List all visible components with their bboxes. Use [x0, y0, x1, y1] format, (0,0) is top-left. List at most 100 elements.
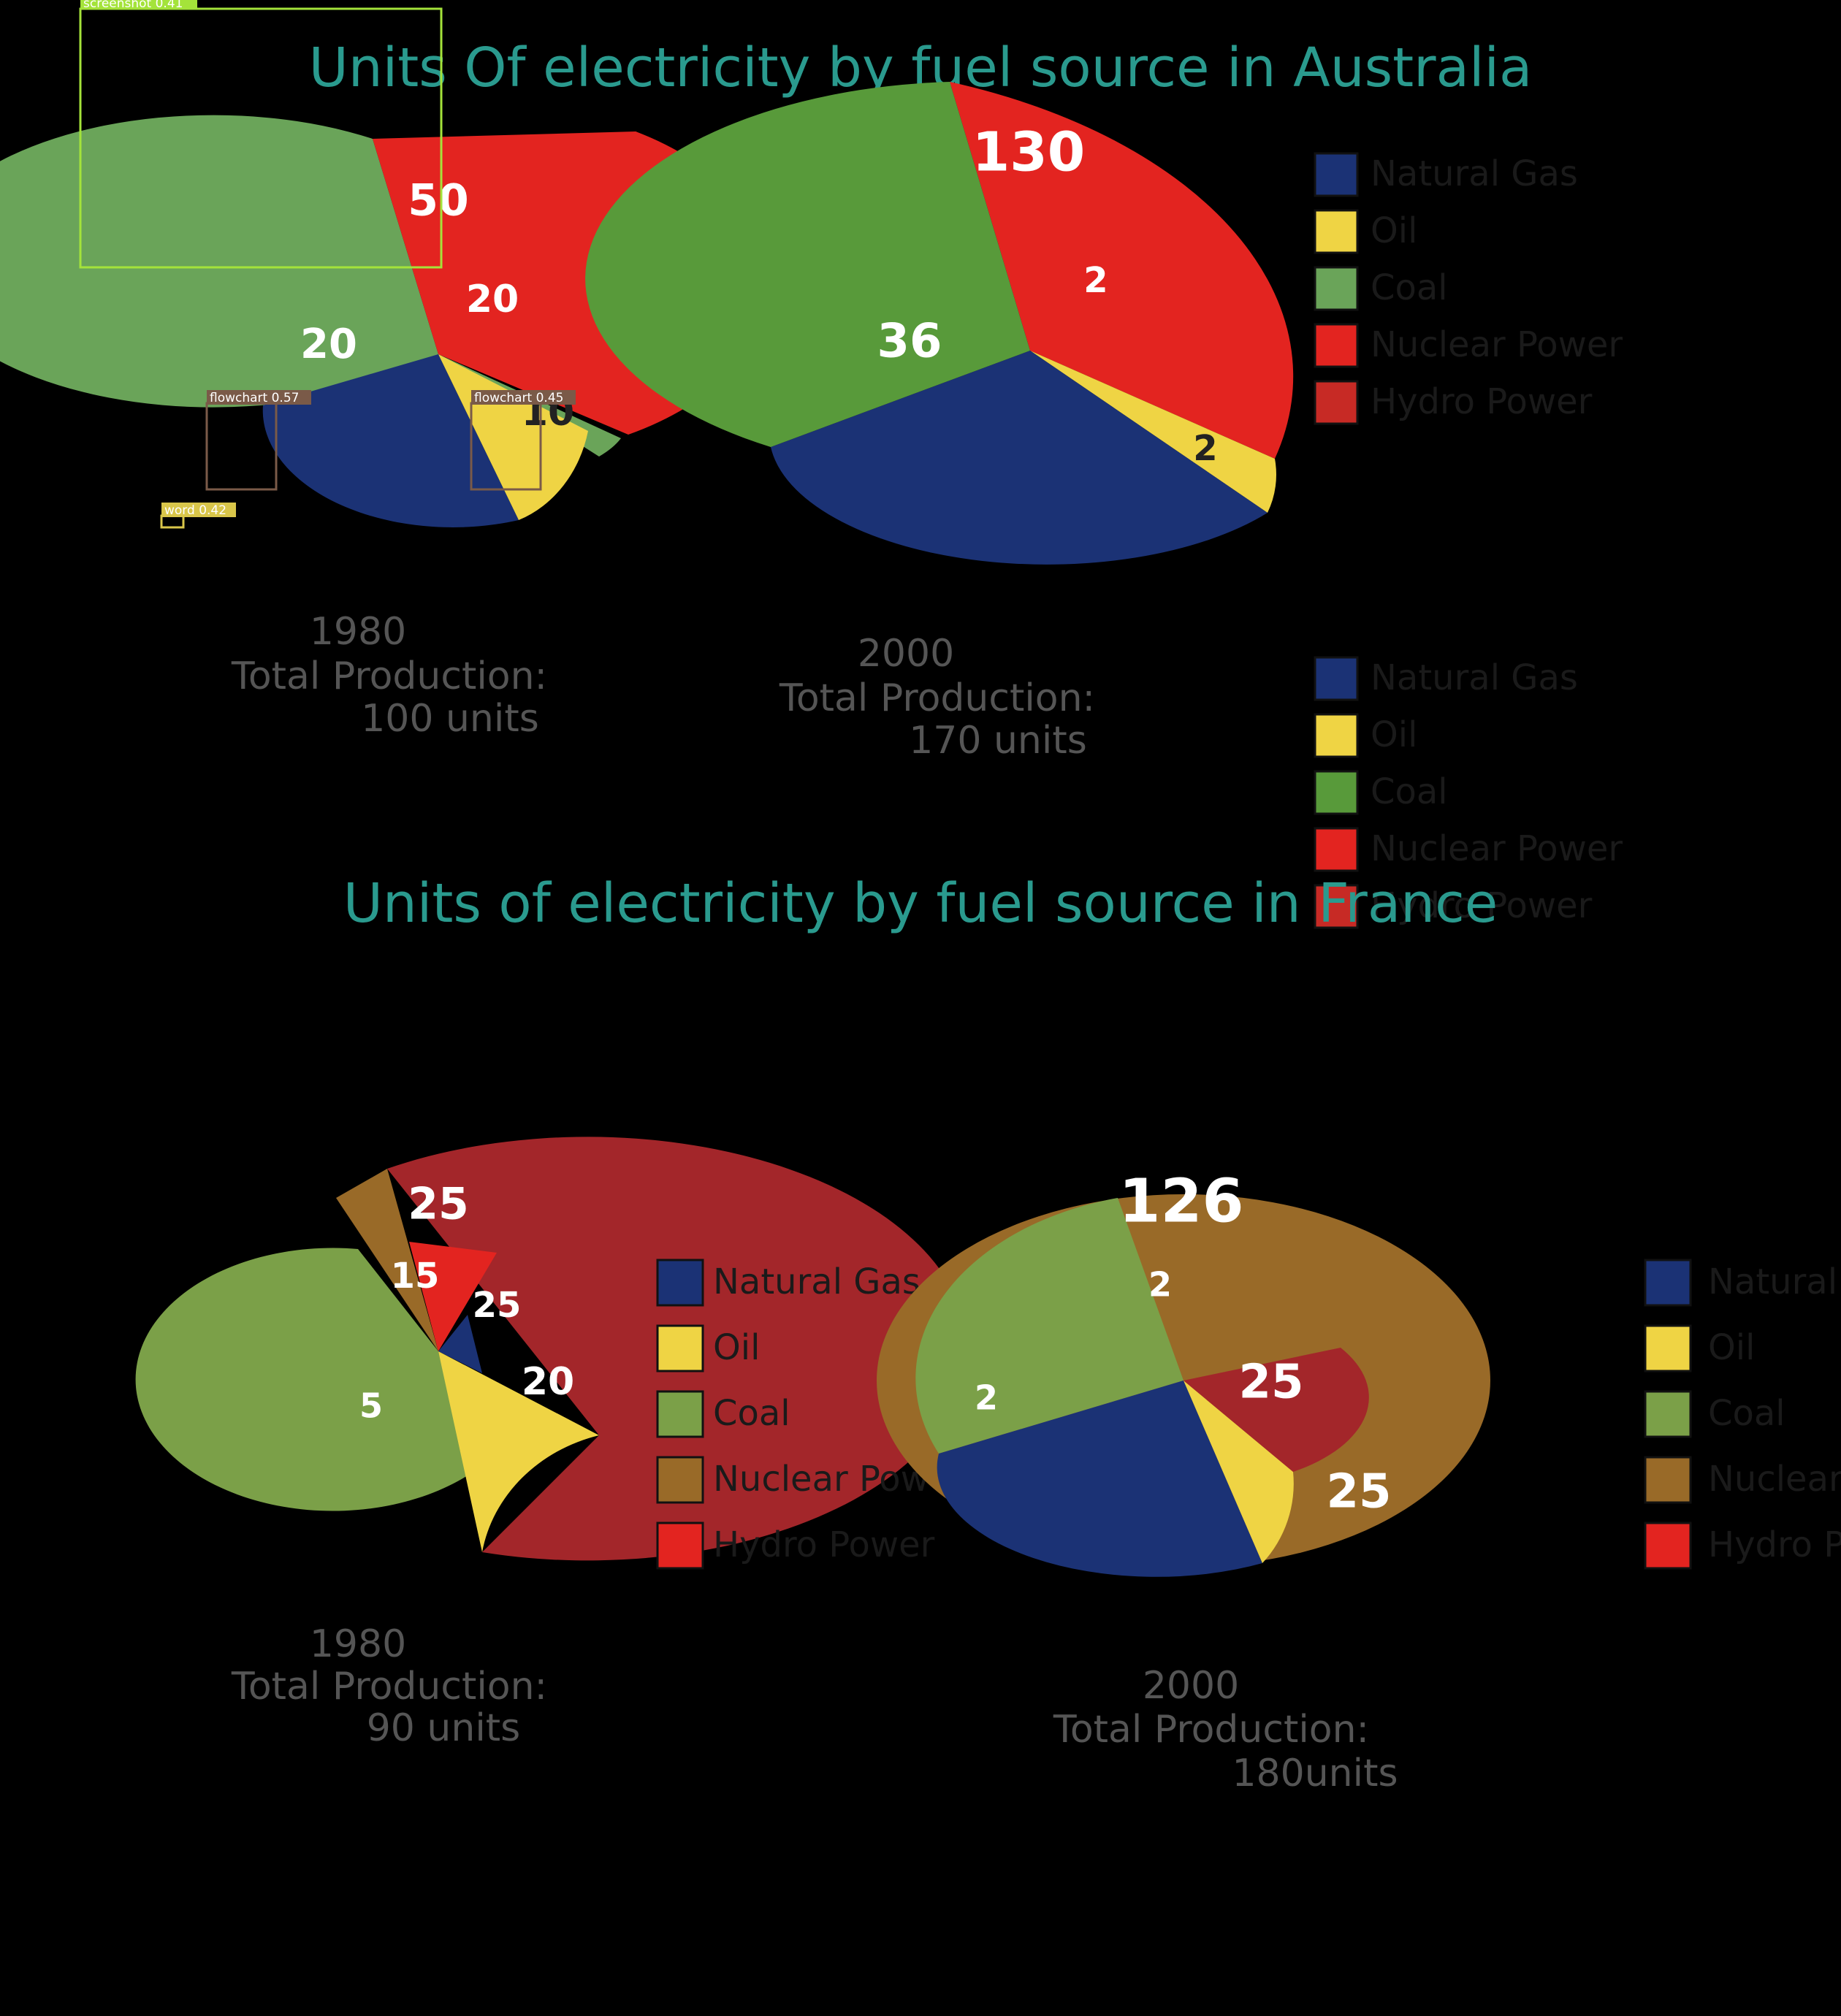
- slice-au2000-coal: [585, 82, 1030, 447]
- slice-au1980-natural-gas: [262, 354, 519, 527]
- legend-swatch-oil: [1644, 1324, 1692, 1372]
- pie-au-2000: 130 2 36 2: [585, 82, 1294, 565]
- label-au2000-coal: 36: [877, 315, 942, 369]
- detection-flowchart-2-label: flowchart 0.45: [474, 391, 563, 405]
- slice-fr2000-hydro: [1184, 1348, 1369, 1472]
- legend-label-natural-gas: Natural Gas: [1371, 657, 1578, 698]
- legend-swatch-oil: [1314, 209, 1359, 254]
- label-au2000-nuclear: 130: [972, 121, 1085, 184]
- legend-france-b: Natural Gas Oil Coal Nuclear Power Hydro Pow…: [1644, 1259, 1841, 1570]
- caption-au-2000: 2000 Total Production: 170 units: [779, 632, 1095, 763]
- label-fr1980-coal: 5: [359, 1386, 383, 1426]
- slice-fr2000-natural-gas: [937, 1381, 1262, 1577]
- legend-australia-b: Natural Gas Oil Coal Nuclear Power Hydro Pow…: [1314, 656, 1623, 929]
- legend-label-coal: Coal: [1371, 267, 1448, 308]
- legend-swatch-natural-gas: [656, 1259, 704, 1307]
- label-au2000-oil: 2: [1193, 428, 1217, 469]
- legend-swatch-coal: [1644, 1390, 1692, 1438]
- label-au1980-coal: 20: [300, 321, 357, 368]
- caption-fr2000-line2: 180units: [1232, 1752, 1398, 1795]
- legend-label-oil: Oil: [1708, 1327, 1755, 1368]
- legend-australia-a: Natural Gas Oil Coal Nuclear Power Hydro Pow…: [1314, 152, 1623, 425]
- legend-label-hydro-power: Hydro Power: [1708, 1524, 1841, 1565]
- label-fr2000-oil: 25: [1326, 1465, 1391, 1519]
- legend-swatch-oil: [656, 1324, 704, 1372]
- legend-swatch-nuclear-power: [1314, 323, 1359, 368]
- label-au2000-hydro: 2: [1083, 260, 1108, 301]
- legend-label-oil: Oil: [1371, 714, 1417, 755]
- detection-flowchart-2: flowchart 0.45: [470, 390, 576, 491]
- france-title: Units of electricity by fuel source in F…: [343, 872, 1498, 935]
- legend-label-hydro-power: Hydro Power: [713, 1524, 935, 1565]
- legend-label-oil: Oil: [1371, 210, 1417, 251]
- legend-label-natural-gas: Natural Gas: [1371, 153, 1578, 194]
- slice-fr1980-hydro-bright: [409, 1242, 497, 1351]
- legend-label-nuclear-power: Nuclear Power: [1708, 1459, 1841, 1500]
- detection-overlay: screenshot 0.41 flowchart 0.57 flowchart…: [79, 0, 576, 529]
- detection-screenshot-label: screenshot 0.41: [83, 0, 183, 11]
- legend-swatch-nuclear-power: [1644, 1456, 1692, 1504]
- legend-label-coal: Coal: [1708, 1393, 1785, 1434]
- label-au1980-nuclear: 50: [408, 175, 469, 226]
- slice-au2000-natural-gas: [771, 351, 1268, 565]
- legend-label-coal: Coal: [1371, 771, 1448, 812]
- caption-fr2000-line1: Total Production:: [1053, 1708, 1369, 1752]
- label-fr1980-natural-gas: 25: [473, 1285, 522, 1326]
- legend-swatch-hydro-power: [1644, 1521, 1692, 1570]
- legend-label-natural-gas: Natural Gas: [1708, 1261, 1841, 1302]
- legend-label-hydro-power: Hydro Power: [1371, 381, 1593, 422]
- caption-au1980-line2: 100 units: [361, 697, 539, 741]
- legend-swatch-hydro-power: [656, 1521, 704, 1570]
- legend-label-coal: Coal: [713, 1393, 790, 1434]
- caption-au2000-line2: 170 units: [909, 719, 1087, 763]
- slice-fr1980-oil: [438, 1351, 599, 1552]
- detection-flowchart-1-label: flowchart 0.57: [210, 391, 299, 405]
- slice-fr2000-oil: [1184, 1381, 1294, 1563]
- caption-au1980-year: 1980: [310, 610, 406, 654]
- legend-swatch-oil: [1314, 713, 1359, 758]
- legend-label-natural-gas: Natural Gas: [713, 1261, 920, 1302]
- detection-word-label: word 0.42: [164, 503, 226, 518]
- label-fr2000-natural-gas: 2: [975, 1378, 998, 1418]
- legend-swatch-coal: [1314, 266, 1359, 311]
- slice-au2000-oil: [1030, 351, 1276, 513]
- caption-fr1980-line1: Total Production:: [231, 1665, 547, 1708]
- caption-fr1980-line2: 90 units: [367, 1706, 521, 1750]
- caption-au-1980: 1980 Total Production: 100 units: [231, 610, 547, 741]
- detection-flowchart-1: flowchart 0.57: [205, 390, 311, 491]
- legend-label-nuclear-power: Nuclear Power: [1371, 324, 1623, 365]
- slice-fr1980-natural-gas: [438, 1315, 482, 1373]
- caption-au1980-line1: Total Production:: [231, 654, 547, 698]
- detection-screenshot: screenshot 0.41: [79, 0, 443, 269]
- caption-fr2000-year: 2000: [1143, 1664, 1239, 1708]
- slice-au2000-nuclear: [950, 82, 1294, 459]
- legend-swatch-coal: [1314, 770, 1359, 815]
- legend-label-hydro-power: Hydro Power: [1371, 885, 1593, 926]
- pie-fr-2000: 126 2 2 25 25: [877, 1167, 1490, 1577]
- caption-fr-2000: 2000 Total Production: 180units: [1053, 1664, 1398, 1795]
- legend-swatch-natural-gas: [1314, 152, 1359, 197]
- label-fr2000-nuclear: 126: [1118, 1167, 1243, 1236]
- legend-swatch-coal: [656, 1390, 704, 1438]
- label-fr1980-nuclear: 25: [408, 1179, 469, 1230]
- legend-label-oil: Oil: [713, 1327, 760, 1368]
- detection-word: word 0.42: [160, 503, 236, 529]
- label-fr2000-hydro: 25: [1238, 1356, 1303, 1410]
- slice-fr1980-nuclear: [336, 1169, 438, 1351]
- caption-au2000-line1: Total Production:: [779, 676, 1095, 720]
- caption-fr-1980: 1980 Total Production: 90 units: [231, 1622, 547, 1750]
- label-fr2000-coal: 2: [1148, 1265, 1172, 1305]
- caption-fr1980-year: 1980: [310, 1622, 406, 1666]
- slice-fr2000-coal: [915, 1198, 1184, 1454]
- caption-au2000-year: 2000: [858, 632, 954, 676]
- label-fr1980-hydro: 15: [391, 1256, 440, 1297]
- legend-swatch-hydro-power: [1314, 380, 1359, 425]
- label-fr1980-oil: 20: [522, 1360, 574, 1404]
- legend-swatch-hydro-power: [1314, 884, 1359, 929]
- label-au1980-hydro: 20: [466, 278, 519, 321]
- slice-fr1980-coal: [135, 1248, 468, 1511]
- legend-swatch-natural-gas: [1314, 656, 1359, 701]
- legend-swatch-natural-gas: [1644, 1259, 1692, 1307]
- legend-swatch-nuclear-power: [656, 1456, 704, 1504]
- legend-label-nuclear-power: Nuclear Power: [1371, 828, 1623, 869]
